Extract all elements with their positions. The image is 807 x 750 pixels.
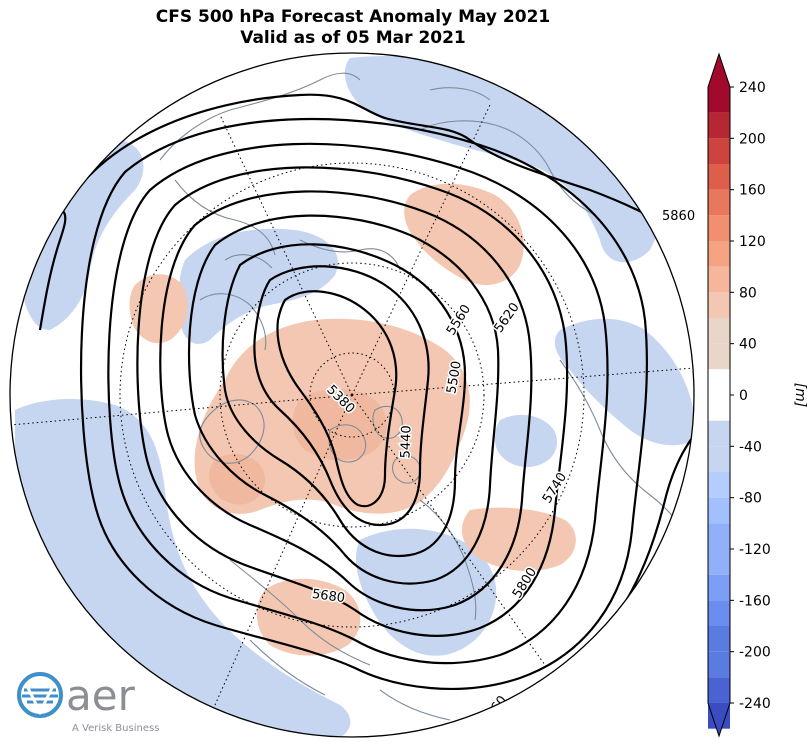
contour-5380 [276,290,398,508]
contour-5860-west [38,209,67,331]
colorbar-band-neg-120 [708,549,730,575]
meridian-5 [351,367,694,396]
positive-anomaly-core-2 [209,453,266,505]
meridian-1 [219,114,353,396]
colorbar: 24020016012080400-40-80-120-160-200-240 … [707,52,807,738]
positive-anomaly-core [209,388,387,505]
colorbar-band-zero [708,369,730,421]
colorbar-tick-label-7: -40 [739,439,762,455]
map-disc: 5380 5440 5500 5560 5620 5680 5740 5800 … [10,55,694,737]
figure-title: CFS 500 hPa Forecast Anomaly May 2021 Va… [0,7,706,49]
contour-5740 [107,142,609,665]
contour-label-5440: 5440 [398,425,414,459]
title-line-1: CFS 500 hPa Forecast Anomaly May 2021 [155,7,551,27]
negative-anomaly-east-small [495,414,558,468]
colorbar-band-pos-60 [708,292,730,318]
colorbar-band-neg-180 [708,626,730,652]
title-line-2: Valid as of 05 Mar 2021 [240,28,466,48]
meridian-4 [351,394,546,666]
coastline-us [229,559,451,721]
positive-anomaly-south [256,578,361,656]
positive-anomaly-west [129,274,188,344]
colorbar-tick-label-0: 240 [739,80,766,96]
colorbar-band-neg-160 [708,600,730,626]
colorbar-label: [m] [792,383,807,408]
contour-5500 [221,243,467,558]
colorbar-tick-label-5: 40 [739,337,757,353]
colorbar-band-pos-200 [708,112,730,139]
colorbar-band-pos-40 [708,318,730,344]
colorbar-band-neg-60 [708,472,730,498]
colorbar-band-pos-100 [708,241,730,267]
positive-anomaly-core-1 [292,388,387,461]
polar-map: 5380 5440 5500 5560 5620 5680 5740 5800 … [9,52,695,738]
colorbar-tick-label-1: 200 [739,131,766,147]
contour-5440 [253,265,430,527]
graticule [10,104,694,706]
colorbar-segments [707,52,731,738]
colorbar-tick-label-11: -200 [739,645,771,661]
logo-tagline: A Verisk Business [72,723,159,734]
aer-logo-mark-icon [17,672,63,718]
colorbar-tick-label-8: -80 [739,491,762,507]
coastline-europe [199,254,273,351]
latitude-circle-70 [219,262,485,528]
colorbar-band-neg-80 [708,497,730,524]
colorbar-tick-label-4: 80 [739,285,757,301]
latitude-circle-60 [119,162,585,628]
negative-anomaly-center [178,228,339,344]
contour-label-5500: 5500 [444,360,465,395]
colorbar-band-pos-220 [708,87,730,113]
contour-5620 [159,190,533,612]
negative-anomaly-east [554,318,694,446]
colorbar-band-pos-140 [708,189,730,216]
map-border [9,52,695,738]
contour-5680 [136,166,569,637]
colorbar-band-neg-200 [708,651,730,678]
meridian-2 [10,394,353,426]
colorbar-band-neg-220 [708,677,730,703]
positive-anomaly-southeast [461,507,576,572]
colorbar-tick-label-2: 160 [739,183,766,199]
colorbar-band-neg-100 [708,523,730,549]
coastline-asia [419,87,596,216]
colorbar-ticks: 240 200 160 120 80 40 0 -40 -80 -120 -160 -200 -240 [730,80,771,712]
logo-name: aer [66,671,136,720]
colorbar-band-pos-120 [708,215,730,241]
contour-5860-north [59,93,691,241]
contour-label-5680: 5680 [311,587,346,606]
colorbar-band-pos-180 [708,138,730,164]
coastline-greenland [199,399,265,464]
colorbar-tick-label-12: -240 [739,696,771,712]
contour-label-5860-east: 5860 [662,209,695,224]
colorbar-tick-label-9: -120 [739,542,771,558]
contour-5560 [187,214,500,585]
contour-5800 [79,117,649,690]
colorbar-tick-label-6: 0 [739,388,748,404]
colorbar-band-pos-160 [708,164,730,190]
coastline-south [249,639,326,696]
colorbar-tick-label-3: 120 [739,234,766,250]
colorbar-band-neg-20 [708,420,730,447]
aer-logo: aer A Verisk Business [17,671,159,734]
colorbar-extend-min [708,703,730,736]
colorbar-extend-max [708,54,730,87]
colorbar-band-neg-140 [708,574,730,601]
colorbar-tick-label-10: -160 [739,593,771,609]
colorbar-band-neg-40 [708,446,730,472]
colorbar-band-pos-20 [708,343,730,370]
negative-anomaly-regions [15,55,694,737]
colorbar-band-pos-80 [708,266,730,293]
